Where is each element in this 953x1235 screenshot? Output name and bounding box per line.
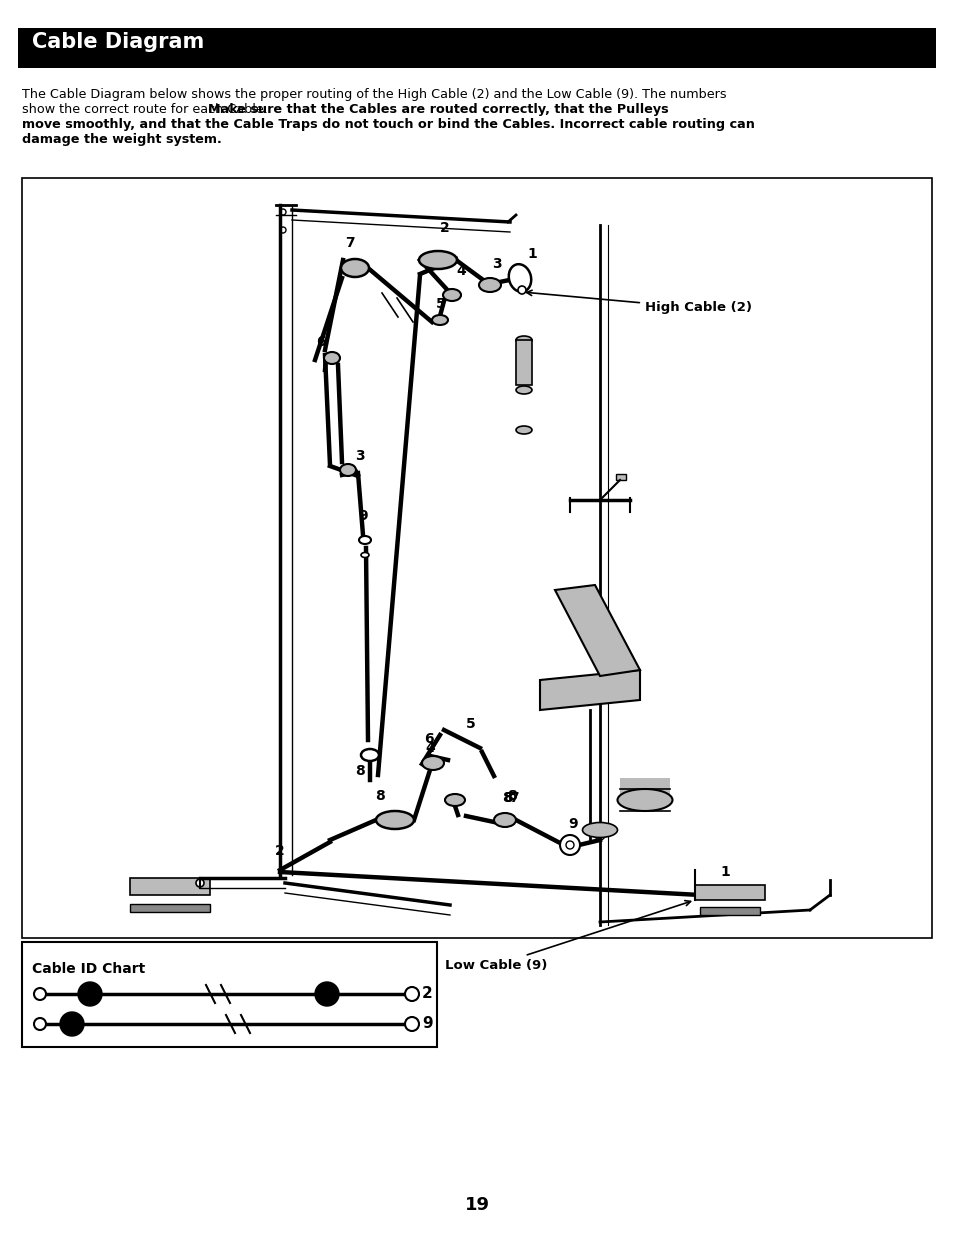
Circle shape xyxy=(559,835,579,855)
Text: 2: 2 xyxy=(439,221,449,235)
Bar xyxy=(700,906,760,915)
Circle shape xyxy=(517,287,525,294)
Ellipse shape xyxy=(358,536,371,543)
Text: The Cable Diagram below shows the proper routing of the High Cable (2) and the L: The Cable Diagram below shows the proper… xyxy=(22,88,726,101)
Ellipse shape xyxy=(375,811,414,829)
Bar xyxy=(18,28,935,68)
Bar xyxy=(130,878,210,895)
Polygon shape xyxy=(555,585,639,676)
Text: 9: 9 xyxy=(567,818,577,831)
Text: 2: 2 xyxy=(274,844,284,858)
Bar xyxy=(619,778,669,800)
Text: 19: 19 xyxy=(464,1195,489,1214)
Polygon shape xyxy=(539,671,639,710)
Ellipse shape xyxy=(339,464,355,475)
Text: Low Cable (9): Low Cable (9) xyxy=(444,900,690,972)
Text: 3: 3 xyxy=(492,257,501,270)
Circle shape xyxy=(405,987,418,1002)
Ellipse shape xyxy=(444,794,464,806)
Text: Cable ID Chart: Cable ID Chart xyxy=(32,962,145,976)
Text: 7: 7 xyxy=(345,236,355,249)
Text: Cable Diagram: Cable Diagram xyxy=(32,32,204,52)
Ellipse shape xyxy=(516,387,532,394)
Circle shape xyxy=(60,1011,84,1036)
Circle shape xyxy=(314,982,338,1007)
Bar xyxy=(130,904,210,911)
Ellipse shape xyxy=(617,789,672,811)
Text: 9: 9 xyxy=(357,509,367,522)
Circle shape xyxy=(195,879,204,887)
Ellipse shape xyxy=(516,426,532,433)
Text: 2: 2 xyxy=(421,987,433,1002)
Bar xyxy=(22,178,931,939)
Bar xyxy=(516,340,532,385)
Text: 7: 7 xyxy=(509,790,518,805)
Text: 8: 8 xyxy=(502,790,512,805)
Bar xyxy=(616,474,625,480)
Text: show the correct route for each Cable.: show the correct route for each Cable. xyxy=(22,103,272,116)
Circle shape xyxy=(34,1018,46,1030)
Text: 6: 6 xyxy=(315,335,325,350)
Ellipse shape xyxy=(324,352,339,364)
Circle shape xyxy=(280,209,286,215)
Text: 6: 6 xyxy=(423,732,434,746)
Circle shape xyxy=(595,830,604,840)
Circle shape xyxy=(565,841,574,848)
Bar xyxy=(22,942,436,1047)
Text: Make sure that the Cables are routed correctly, that the Pulleys: Make sure that the Cables are routed cor… xyxy=(208,103,668,116)
Text: 5: 5 xyxy=(465,718,476,731)
Circle shape xyxy=(280,227,286,233)
Text: 1: 1 xyxy=(720,864,729,879)
Bar xyxy=(695,885,764,900)
Circle shape xyxy=(78,982,102,1007)
Ellipse shape xyxy=(340,259,369,277)
Ellipse shape xyxy=(494,813,516,827)
Text: 8: 8 xyxy=(501,790,511,805)
Ellipse shape xyxy=(478,278,500,291)
Ellipse shape xyxy=(360,748,378,761)
Text: damage the weight system.: damage the weight system. xyxy=(22,133,221,146)
Ellipse shape xyxy=(516,336,532,345)
Text: High Cable (2): High Cable (2) xyxy=(526,290,751,315)
Text: 4: 4 xyxy=(456,264,465,278)
Ellipse shape xyxy=(432,315,448,325)
Circle shape xyxy=(34,988,46,1000)
Text: 1: 1 xyxy=(526,247,537,261)
Text: 8: 8 xyxy=(355,764,364,778)
Text: 8: 8 xyxy=(375,789,384,803)
Text: 5: 5 xyxy=(436,296,445,311)
Text: 9: 9 xyxy=(421,1016,432,1031)
Ellipse shape xyxy=(582,823,617,837)
Ellipse shape xyxy=(508,264,531,291)
Circle shape xyxy=(405,1016,418,1031)
Ellipse shape xyxy=(360,552,369,557)
Ellipse shape xyxy=(442,289,460,301)
Ellipse shape xyxy=(418,251,456,269)
Text: 3: 3 xyxy=(355,450,364,463)
Text: move smoothly, and that the Cable Traps do not touch or bind the Cables. Incorre: move smoothly, and that the Cable Traps … xyxy=(22,119,754,131)
Text: 8: 8 xyxy=(506,789,517,803)
Text: 4: 4 xyxy=(424,741,435,755)
Ellipse shape xyxy=(421,756,443,769)
